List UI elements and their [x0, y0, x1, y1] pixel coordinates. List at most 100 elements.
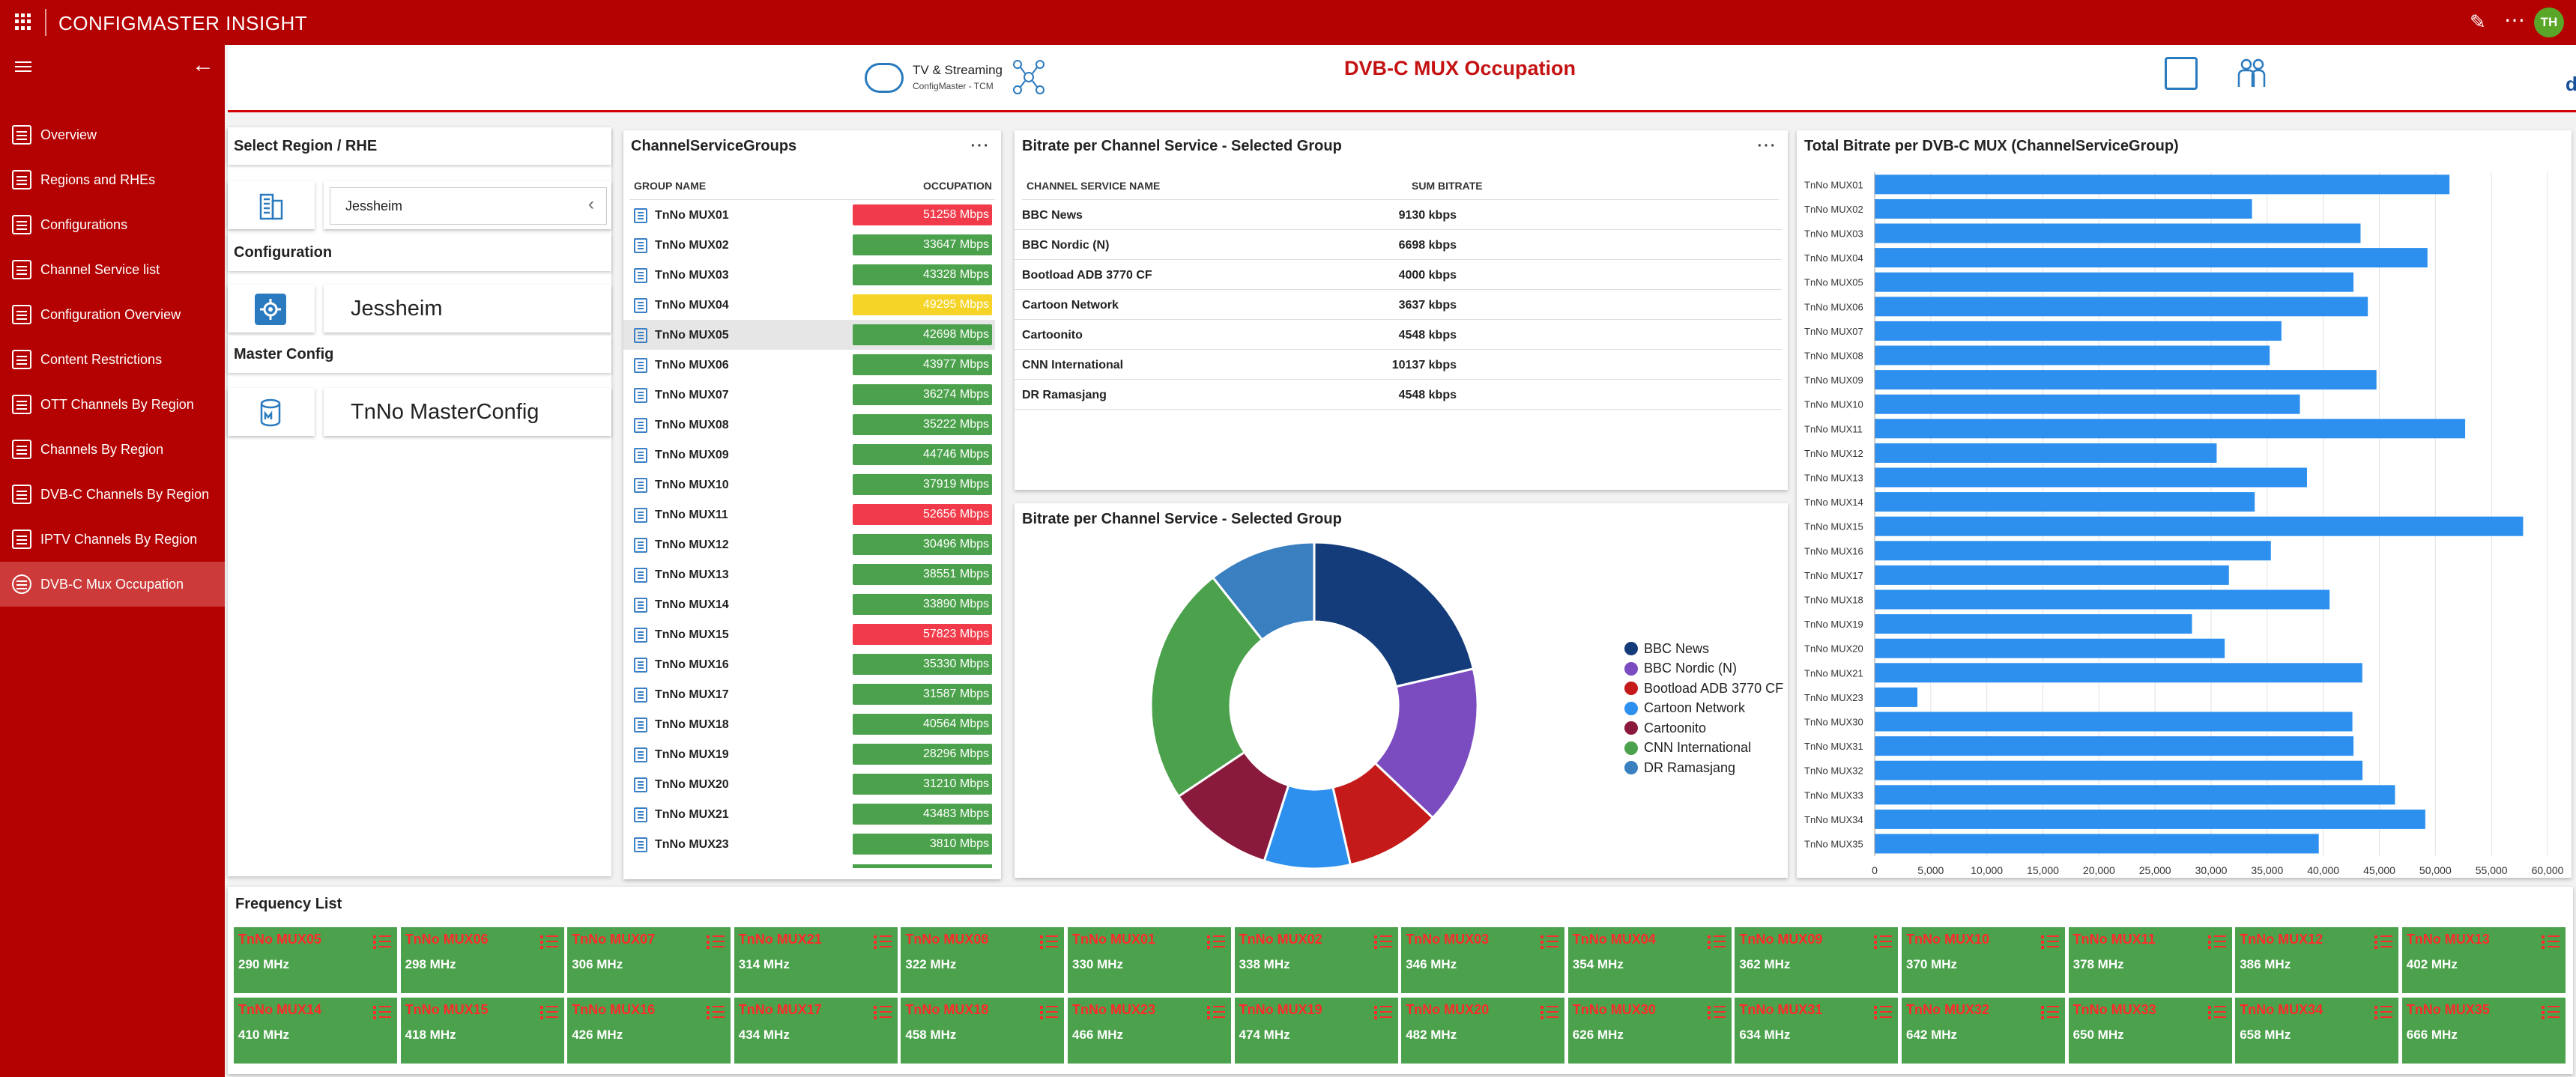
frequency-tile[interactable]: TnNo MUX06 298 MHz	[400, 927, 564, 993]
region-icon-box[interactable]	[228, 181, 315, 229]
table-row[interactable]: BBC News 9130 kbps	[1015, 200, 1782, 230]
table-row[interactable]: Cartoonito 4548 kbps	[1015, 320, 1782, 350]
table-row[interactable]: Cartoon Network 3637 kbps	[1015, 290, 1782, 320]
table-row[interactable]: Bootload ADB 3770 CF 4000 kbps	[1015, 260, 1782, 290]
pie-slice[interactable]	[1313, 541, 1475, 688]
master-config-icon-box[interactable]	[228, 388, 315, 436]
bar[interactable]	[1875, 272, 2354, 292]
frequency-tile[interactable]: TnNo MUX11 378 MHz	[2068, 927, 2232, 993]
frequency-tile[interactable]: TnNo MUX35 666 MHz	[2401, 998, 2566, 1064]
frequency-tile[interactable]: TnNo MUX09 362 MHz	[1735, 927, 1899, 993]
table-row[interactable]: TnNo MUX19 28296 Mbps	[623, 739, 995, 769]
sidebar-item-configuration-overview[interactable]: Configuration Overview	[0, 292, 225, 337]
list-icon[interactable]	[873, 1005, 892, 1020]
list-icon[interactable]	[1707, 935, 1726, 950]
frequency-tile[interactable]: TnNo MUX02 338 MHz	[1234, 927, 1398, 993]
list-icon[interactable]	[707, 1005, 725, 1020]
more-options-icon[interactable]: ⋯	[2504, 8, 2525, 31]
table-row[interactable]: TnNo MUX17 31587 Mbps	[623, 679, 995, 709]
frequency-tile[interactable]: TnNo MUX08 322 MHz	[901, 927, 1065, 993]
frequency-tile[interactable]: TnNo MUX21 314 MHz	[734, 927, 898, 993]
collapse-arrow-icon[interactable]: ←	[192, 52, 214, 77]
bar[interactable]	[1875, 516, 2524, 536]
sidebar-item-content-restrictions[interactable]: Content Restrictions	[0, 337, 225, 382]
table-row[interactable]: CNN International 10137 kbps	[1015, 350, 1782, 380]
frequency-tile[interactable]: TnNo MUX20 482 MHz	[1401, 998, 1565, 1064]
list-icon[interactable]	[1040, 935, 1059, 950]
pie-slice[interactable]	[1373, 667, 1479, 820]
sidebar-item-iptv-channels-by-region[interactable]: IPTV Channels By Region	[0, 517, 225, 562]
bar[interactable]	[1875, 760, 2363, 780]
frequency-tile[interactable]: TnNo MUX17 434 MHz	[734, 998, 898, 1064]
table-row[interactable]: TnNo MUX01 51258 Mbps	[623, 200, 995, 230]
frequency-tile[interactable]: TnNo MUX33 650 MHz	[2068, 998, 2232, 1064]
table-row[interactable]: TnNo MUX05 42698 Mbps	[623, 320, 995, 350]
pie-slice[interactable]	[1149, 575, 1264, 798]
table-row[interactable]: TnNo MUX14 33890 Mbps	[623, 589, 995, 619]
table-row[interactable]: TnNo MUX12 30496 Mbps	[623, 530, 995, 559]
frequency-tile[interactable]: TnNo MUX32 642 MHz	[1902, 998, 2065, 1064]
list-icon[interactable]	[1373, 935, 1392, 950]
bar[interactable]	[1875, 394, 2300, 414]
bar[interactable]	[1875, 223, 2361, 243]
bar[interactable]	[1875, 443, 2217, 463]
bar[interactable]	[1875, 736, 2354, 756]
table-row[interactable]: TnNo MUX07 36274 Mbps	[623, 380, 995, 410]
frequency-tile[interactable]: TnNo MUX23 466 MHz	[1068, 998, 1231, 1064]
bar[interactable]	[1875, 419, 2466, 439]
frequency-tile[interactable]: TnNo MUX13 402 MHz	[2401, 927, 2566, 993]
frequency-tile[interactable]: TnNo MUX07 306 MHz	[567, 927, 731, 993]
table-row[interactable]: TnNo MUX21 43483 Mbps	[623, 799, 995, 829]
sidebar-item-regions-and-rhes[interactable]: Regions and RHEs	[0, 157, 225, 202]
list-icon[interactable]	[2041, 1005, 2059, 1020]
frequency-tile[interactable]: TnNo MUX14 410 MHz	[234, 998, 397, 1064]
list-icon[interactable]	[873, 935, 892, 950]
sidebar-item-channels-by-region[interactable]: Channels By Region	[0, 427, 225, 472]
bar[interactable]	[1875, 638, 2225, 658]
table-row[interactable]: TnNo MUX16 35330 Mbps	[623, 649, 995, 679]
bar[interactable]	[1875, 785, 2395, 805]
edit-icon[interactable]: ✎	[2470, 10, 2486, 33]
table-row[interactable]: TnNo MUX15 57823 Mbps	[623, 619, 995, 649]
table-row[interactable]: TnNo MUX11 52656 Mbps	[623, 500, 995, 530]
dashboard-icon[interactable]	[2165, 57, 2198, 90]
bar[interactable]	[1875, 712, 2353, 732]
table-row[interactable]: TnNo MUX04 49295 Mbps	[623, 290, 995, 320]
list-icon[interactable]	[1541, 935, 1559, 950]
frequency-tile[interactable]: TnNo MUX05 290 MHz	[234, 927, 397, 993]
frequency-tile[interactable]: TnNo MUX18 458 MHz	[901, 998, 1065, 1064]
region-select[interactable]: Jessheim ‹	[330, 187, 607, 225]
list-icon[interactable]	[2541, 1005, 2560, 1020]
frequency-tile[interactable]: TnNo MUX10 370 MHz	[1902, 927, 2065, 993]
bar[interactable]	[1875, 198, 2252, 219]
list-icon[interactable]	[1207, 1005, 1225, 1020]
table-row[interactable]: TnNo MUX23 3810 Mbps	[623, 829, 995, 859]
table-row[interactable]: TnNo MUX13 38551 Mbps	[623, 559, 995, 589]
configuration-icon-box[interactable]	[228, 285, 315, 333]
list-icon[interactable]	[2207, 1005, 2226, 1020]
list-icon[interactable]	[2374, 935, 2393, 950]
bar[interactable]	[1875, 175, 2450, 195]
sidebar-item-dvb-c-mux-occupation[interactable]: DVB-C Mux Occupation	[0, 562, 225, 607]
frequency-tile[interactable]: TnNo MUX16 426 MHz	[567, 998, 731, 1064]
list-icon[interactable]	[539, 935, 558, 950]
frequency-tile[interactable]: TnNo MUX15 418 MHz	[400, 998, 564, 1064]
list-icon[interactable]	[1207, 935, 1225, 950]
frequency-tile[interactable]: TnNo MUX12 386 MHz	[2235, 927, 2399, 993]
list-icon[interactable]	[1874, 935, 1893, 950]
bar[interactable]	[1875, 663, 2362, 683]
sidebar-item-ott-channels-by-region[interactable]: OTT Channels By Region	[0, 382, 225, 427]
frequency-tile[interactable]: TnNo MUX34 658 MHz	[2235, 998, 2399, 1064]
frequency-tile[interactable]: TnNo MUX01 330 MHz	[1068, 927, 1231, 993]
table-row[interactable]: BBC Nordic (N) 6698 kbps	[1015, 230, 1782, 260]
list-icon[interactable]	[1373, 1005, 1392, 1020]
sidebar-item-dvb-c-channels-by-region[interactable]: DVB-C Channels By Region	[0, 472, 225, 517]
list-icon[interactable]	[2041, 935, 2059, 950]
bar[interactable]	[1875, 834, 2319, 854]
table-row[interactable]: TnNo MUX02 33647 Mbps	[623, 230, 995, 260]
list-icon[interactable]	[1874, 1005, 1893, 1020]
bar[interactable]	[1875, 589, 2330, 610]
bar[interactable]	[1875, 248, 2428, 268]
bar[interactable]	[1875, 370, 2377, 390]
bar[interactable]	[1875, 541, 2271, 561]
